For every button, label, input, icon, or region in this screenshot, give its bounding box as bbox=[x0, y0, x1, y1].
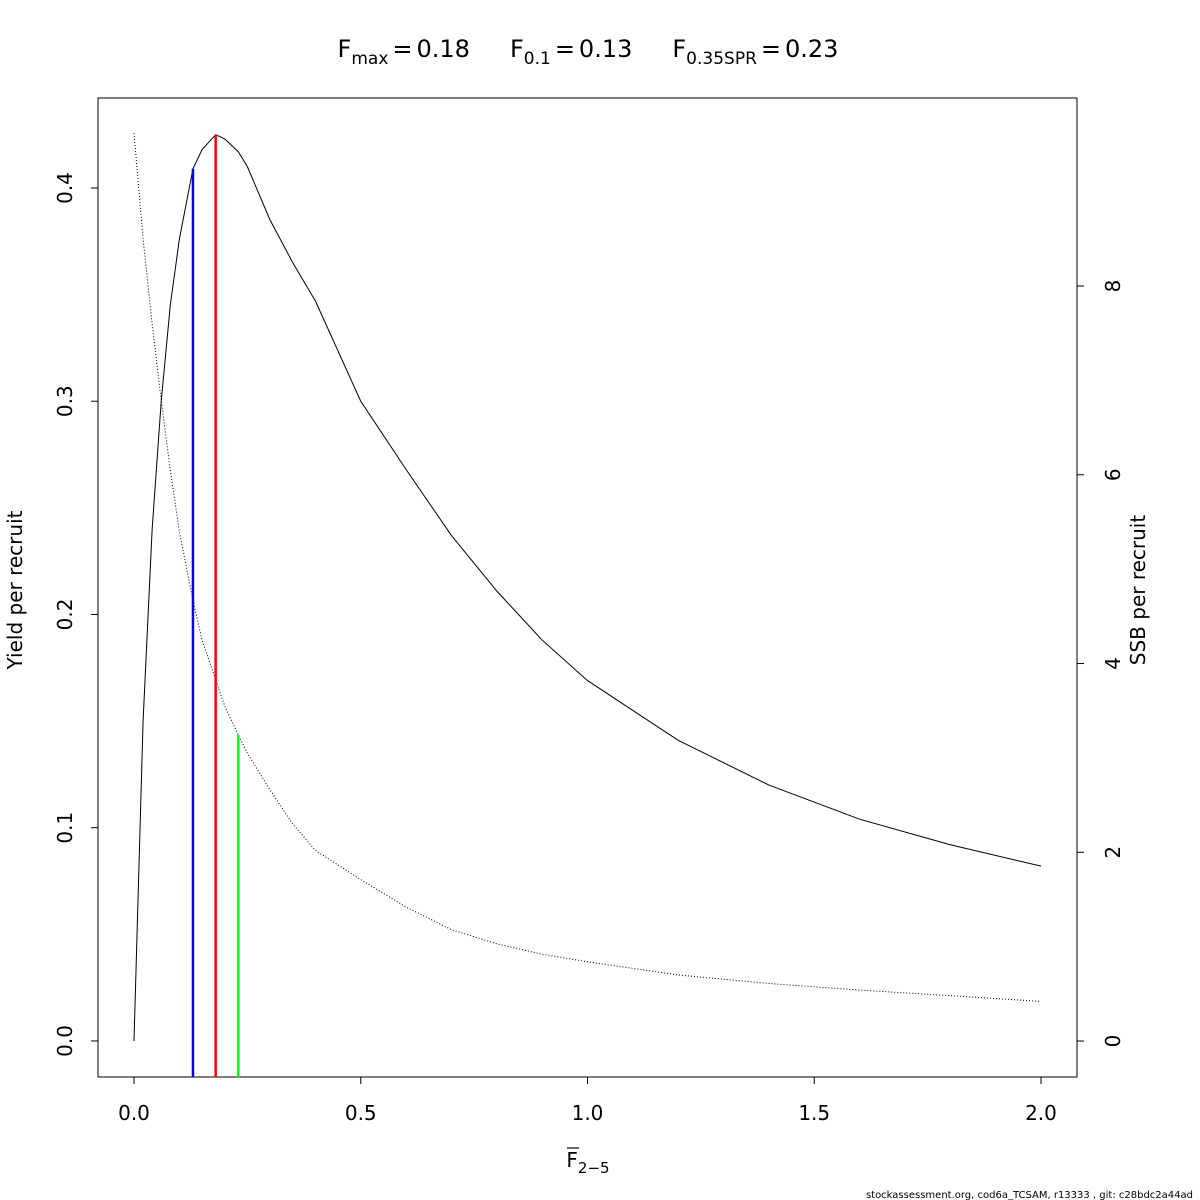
series-line bbox=[133, 134, 1042, 1041]
y2-tick-label: 2 bbox=[1101, 846, 1125, 859]
y2-tick-label: 6 bbox=[1101, 468, 1125, 481]
y-tick-label: 0.4 bbox=[53, 172, 77, 204]
title-relation: = bbox=[392, 35, 412, 63]
x-label-symbol: F bbox=[566, 1148, 578, 1172]
x-tick-label: 0.0 bbox=[118, 1101, 150, 1125]
x-tick-label: 1.0 bbox=[572, 1101, 604, 1125]
y-tick-label: 0.0 bbox=[53, 1025, 77, 1057]
title-subscript: 0.35SPR bbox=[686, 49, 757, 69]
y-tick-label: 0.3 bbox=[53, 385, 77, 417]
series-line bbox=[133, 133, 1042, 1002]
title-symbol: F bbox=[338, 35, 352, 63]
y2-tick-label: 8 bbox=[1101, 280, 1125, 293]
y-axis-label: Yield per recruit bbox=[3, 510, 27, 670]
title-value: 0.23 bbox=[785, 35, 838, 63]
title-symbol: F bbox=[672, 35, 686, 63]
title-subscript: 0.1 bbox=[524, 49, 551, 69]
x-label-subscript: 2−5 bbox=[578, 1159, 610, 1177]
y2-tick-label: 0 bbox=[1101, 1035, 1125, 1048]
y2-tick-label: 4 bbox=[1101, 657, 1125, 670]
x-tick-label: 1.5 bbox=[798, 1101, 830, 1125]
plot-frame bbox=[97, 97, 1078, 1078]
title-relation: = bbox=[761, 35, 781, 63]
title-relation: = bbox=[555, 35, 575, 63]
x-tick-label: 2.0 bbox=[1025, 1101, 1057, 1125]
footnote: stockassessment.org, cod6a_TCSAM, r13333… bbox=[866, 1190, 1193, 1200]
title-value: 0.13 bbox=[579, 35, 632, 63]
chart-title: Fmax = 0.18 F0.1 = 0.13 F0.35SPR = 0.23 bbox=[338, 35, 839, 69]
title-subscript: max bbox=[351, 49, 388, 69]
title-symbol: F bbox=[510, 35, 524, 63]
y-tick-label: 0.1 bbox=[53, 812, 77, 844]
title-value: 0.18 bbox=[417, 35, 470, 63]
y2-axis-label: SSB per recruit bbox=[1126, 515, 1150, 666]
x-axis-label: F2−5 bbox=[566, 1148, 609, 1177]
y-tick-label: 0.2 bbox=[53, 599, 77, 631]
x-tick-label: 0.5 bbox=[345, 1101, 377, 1125]
